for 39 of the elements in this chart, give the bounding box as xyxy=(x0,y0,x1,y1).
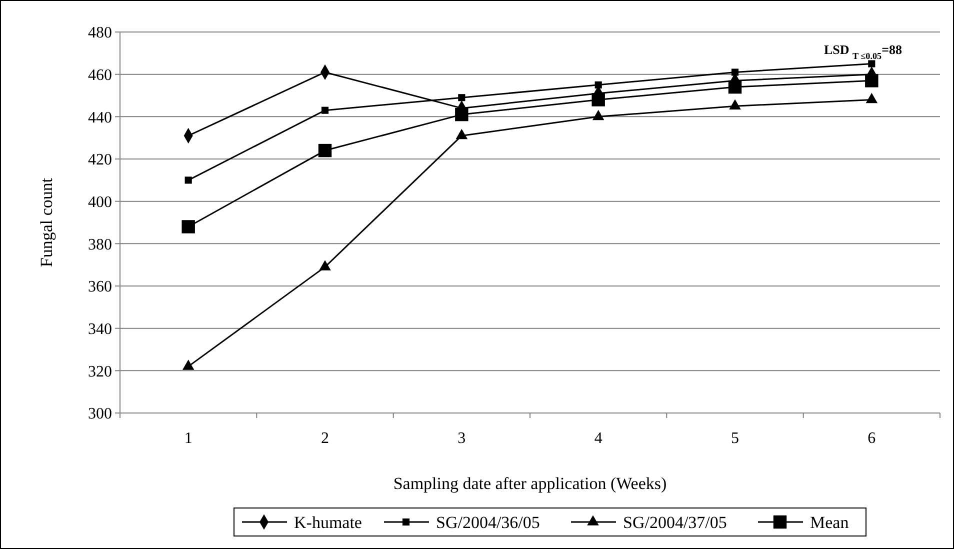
point xyxy=(184,176,192,184)
x-tick-label: 1 xyxy=(184,430,192,447)
y-tick-label: 460 xyxy=(88,66,112,84)
point xyxy=(182,220,195,234)
y-tick-label: 300 xyxy=(88,406,112,423)
point xyxy=(594,81,602,88)
point xyxy=(318,144,332,158)
y-tick-label: 380 xyxy=(88,236,112,254)
y-axis-title: Fungal count xyxy=(37,178,56,268)
legend-label: SG/2004/37/05 xyxy=(623,512,727,532)
point xyxy=(592,93,605,106)
x-tick-label: 3 xyxy=(458,430,466,447)
point xyxy=(865,74,878,88)
x-tick-label: 4 xyxy=(594,430,602,447)
legend-label: SG/2004/36/05 xyxy=(436,512,540,532)
point xyxy=(319,260,331,270)
point xyxy=(456,128,468,140)
legend-label: Mean xyxy=(810,512,850,532)
annotation: LSD $_{T ≤0.05}$=88 xyxy=(824,42,902,61)
point xyxy=(458,94,466,102)
y-tick-label: 400 xyxy=(88,194,112,211)
point xyxy=(868,60,876,68)
y-tick-label: 480 xyxy=(88,24,112,42)
point xyxy=(321,106,329,114)
y-tick-label: 340 xyxy=(88,320,112,338)
point xyxy=(455,108,468,122)
legend-label: K-humate xyxy=(294,512,362,532)
point xyxy=(728,80,742,94)
x-axis-title: Sampling date after application (Weeks) xyxy=(393,474,667,493)
x-tick-label: 2 xyxy=(321,430,329,447)
y-tick-label: 320 xyxy=(88,363,112,380)
point xyxy=(182,360,194,370)
point xyxy=(731,68,739,76)
x-tick-label: 5 xyxy=(731,430,739,447)
y-tick-label: 440 xyxy=(88,109,112,126)
point xyxy=(592,110,604,120)
y-tick-label: 420 xyxy=(88,152,112,169)
y-tick-label: 360 xyxy=(88,278,112,296)
x-tick-label: 6 xyxy=(868,430,876,447)
